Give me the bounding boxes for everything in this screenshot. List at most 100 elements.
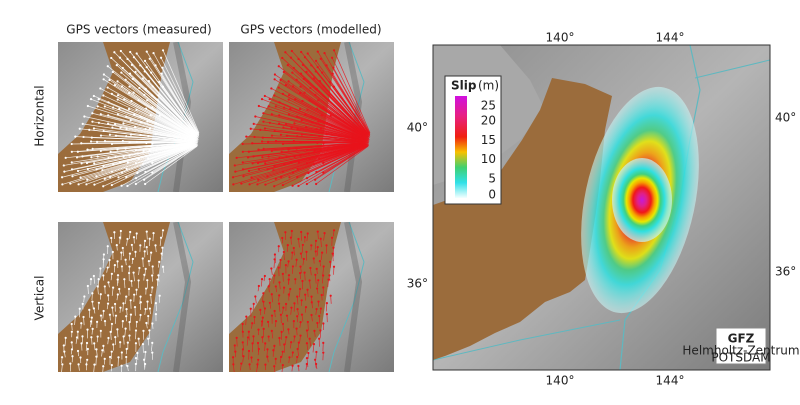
gps-vector (126, 238, 128, 246)
gps-station (292, 66, 295, 70)
gps-station (108, 78, 111, 82)
gps-station (318, 314, 321, 318)
gps-vector (138, 267, 140, 275)
gps-station (145, 141, 148, 145)
gps-station (106, 65, 109, 68)
gps-station (266, 320, 270, 323)
gps-station (315, 287, 319, 290)
gps-station (283, 343, 286, 346)
gps-station (80, 342, 83, 345)
gps-station (132, 91, 135, 94)
gps-station (139, 313, 142, 317)
gps-station (257, 178, 260, 181)
gps-station (314, 70, 317, 73)
gps-station (151, 265, 154, 268)
gps-station (291, 364, 294, 367)
gps-station (96, 335, 99, 338)
gps-station (137, 337, 140, 340)
gps-station (120, 184, 123, 187)
gps-vector (125, 296, 127, 305)
gps-station (245, 135, 248, 138)
gps-station (261, 156, 264, 159)
gps-station (91, 327, 94, 330)
gps-station (161, 229, 165, 232)
gps-station (150, 251, 153, 254)
gps-vector (271, 330, 274, 339)
gps-station (135, 232, 138, 235)
gps-station (332, 49, 336, 52)
gps-station (107, 101, 110, 104)
gps-station (116, 148, 119, 151)
gps-vector (333, 67, 371, 135)
gps-vector (94, 145, 193, 185)
gps-station (264, 342, 267, 345)
legend-box (444, 75, 502, 205)
gps-station (102, 365, 105, 368)
gps-station (302, 257, 305, 261)
gps-station (260, 320, 264, 323)
gps-station (322, 106, 325, 109)
gps-vector (144, 94, 198, 138)
gps-vector (318, 99, 369, 139)
gps-station (125, 295, 128, 298)
gps-station (150, 71, 153, 74)
gps-station (99, 113, 102, 116)
gps-station (151, 106, 154, 109)
gps-vector (122, 303, 124, 312)
gps-vector (135, 145, 197, 185)
gps-station (99, 329, 102, 332)
gps-station (145, 230, 148, 233)
gps-station (144, 267, 147, 270)
gps-station (312, 77, 315, 80)
gps-vector (103, 95, 194, 138)
gps-station (308, 337, 311, 340)
gps-station (283, 106, 286, 109)
gps-station (268, 301, 271, 304)
lon-label: 144° (656, 31, 685, 45)
gps-vector (255, 296, 257, 304)
gps-station (116, 293, 119, 296)
gps-station (143, 273, 146, 276)
gps-station (117, 356, 120, 359)
gps-station (270, 267, 273, 270)
gps-vector (93, 343, 96, 351)
gps-station (91, 292, 94, 295)
gps-station (295, 147, 298, 150)
row-title: Vertical (33, 276, 47, 321)
gps-vector (288, 288, 291, 297)
gps-station (281, 236, 284, 240)
gps-station (261, 336, 264, 339)
gps-station (299, 252, 303, 255)
gps-vector (317, 231, 319, 240)
gps-vector (118, 145, 195, 178)
gps-station (110, 272, 113, 275)
gps-station (124, 78, 127, 81)
gps-station (151, 142, 154, 145)
gps-station (280, 330, 283, 333)
gps-station (121, 66, 124, 70)
gps-vector (143, 240, 146, 248)
gps-station (151, 351, 154, 354)
gps-vector (98, 302, 100, 310)
gps-vector (78, 145, 191, 185)
gps-vector (292, 146, 367, 186)
gps-station (297, 57, 300, 61)
gps-station (254, 115, 257, 118)
gps-station (305, 342, 309, 345)
gps-station (306, 288, 309, 291)
gps-station (323, 52, 326, 55)
gps-station (273, 78, 276, 81)
gps-station (126, 341, 129, 344)
gps-station (129, 119, 132, 122)
row-title: Horizontal (33, 85, 47, 146)
gps-vector (253, 143, 362, 157)
gps-station (70, 341, 73, 344)
legend-tick-label: 20 (481, 114, 496, 128)
gps-station (144, 87, 147, 90)
gps-station (332, 265, 336, 268)
gps-station (246, 156, 250, 159)
gps-station (111, 250, 114, 254)
gps-vector (296, 296, 299, 305)
gps-vector (110, 331, 112, 340)
